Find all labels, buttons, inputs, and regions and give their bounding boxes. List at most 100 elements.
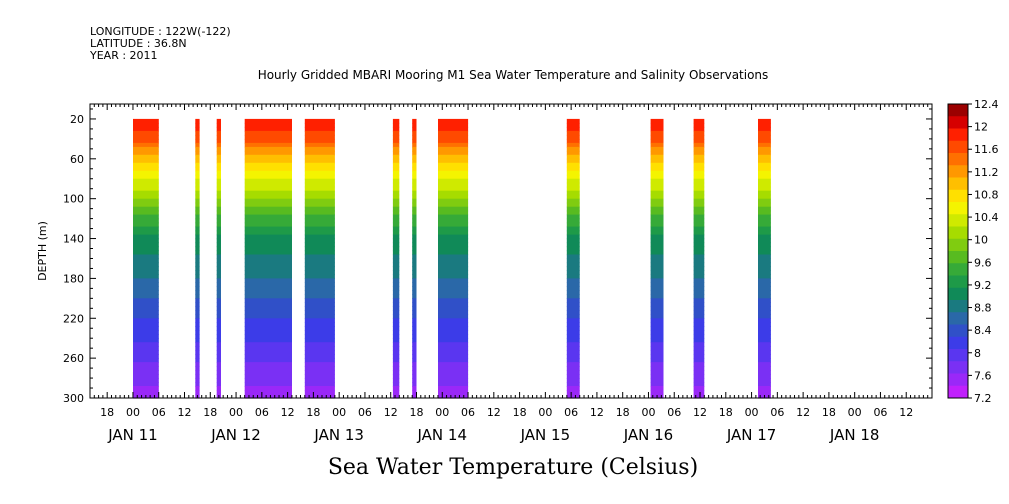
temperature-cell	[216, 334, 221, 339]
temperature-cell	[650, 262, 664, 268]
temperature-cell	[693, 314, 705, 319]
temperature-cell	[758, 366, 771, 371]
temperature-cell	[566, 142, 580, 148]
temperature-cell	[216, 346, 221, 351]
temperature-cell	[392, 130, 400, 136]
temperature-cell	[650, 142, 664, 148]
temperature-cell	[244, 342, 292, 347]
temperature-cell	[244, 202, 292, 208]
temperature-cell	[195, 134, 200, 140]
temperature-cell	[304, 302, 335, 307]
temperature-cell	[758, 234, 771, 240]
temperature-cell	[758, 150, 771, 156]
temperature-cell	[216, 194, 221, 200]
temperature-cell	[438, 294, 469, 299]
temperature-cell	[693, 378, 705, 383]
temperature-cell	[438, 338, 469, 343]
temperature-cell	[392, 202, 400, 208]
temperature-cell	[195, 254, 200, 260]
temperature-cell	[650, 182, 664, 188]
temperature-cell	[244, 286, 292, 291]
temperature-cell	[133, 214, 159, 220]
temperature-cell	[216, 374, 221, 379]
temperature-cell	[244, 382, 292, 387]
temperature-cell	[392, 138, 400, 144]
temperature-cell	[392, 370, 400, 375]
temperature-cell	[758, 194, 771, 200]
chart-title: Hourly Gridded MBARI Mooring M1 Sea Wate…	[258, 68, 769, 82]
temperature-cell	[438, 190, 469, 196]
temperature-cell	[195, 302, 200, 307]
temperature-cell	[693, 206, 705, 212]
temperature-cell	[244, 250, 292, 256]
temperature-cell	[133, 370, 159, 375]
temperature-cell	[133, 306, 159, 311]
temperature-cell	[758, 310, 771, 315]
temperature-cell	[195, 358, 200, 363]
temperature-cell	[392, 122, 400, 128]
colorbar: 12.4 12 11.6 11.2 10.8 10.4 10 9.6 9.2 8.8 8.4 8 7.6…	[947, 98, 999, 405]
temperature-cell	[244, 326, 292, 331]
colorbar-swatch	[948, 287, 968, 301]
temperature-cell	[758, 242, 771, 248]
temperature-cell	[216, 386, 221, 391]
x-hour-tick-label: 18	[719, 406, 733, 419]
temperature-cell	[133, 362, 159, 367]
temperature-cell	[133, 318, 159, 323]
temperature-cell	[133, 302, 159, 307]
temperature-cell	[412, 218, 417, 224]
temperature-cell	[650, 378, 664, 383]
temperature-cell	[693, 390, 705, 395]
temperature-cell	[412, 278, 417, 283]
y-tick-label: 260	[63, 352, 84, 365]
temperature-cell	[304, 390, 335, 395]
y-tick-label: 300	[63, 392, 84, 405]
temperature-cell	[412, 386, 417, 391]
temperature-cell	[244, 214, 292, 220]
temperature-cell	[244, 234, 292, 240]
temperature-cell	[133, 166, 159, 172]
temperature-cell	[650, 382, 664, 387]
temperature-cell	[758, 178, 771, 184]
temperature-cell	[392, 266, 400, 271]
temperature-cell	[392, 378, 400, 383]
temperature-cell	[216, 294, 221, 299]
temperature-cell	[438, 262, 469, 268]
temperature-cell	[304, 246, 335, 252]
temperature-cell	[412, 330, 417, 335]
temperature-cell	[216, 314, 221, 319]
temperature-cell	[244, 170, 292, 176]
temperature-cell	[412, 314, 417, 319]
temperature-cell	[216, 278, 221, 283]
temperature-cell	[133, 254, 159, 260]
temperature-cell	[758, 298, 771, 303]
temperature-cell	[758, 226, 771, 232]
temperature-cell	[133, 130, 159, 136]
temperature-cell	[216, 250, 221, 256]
temperature-cell	[195, 346, 200, 351]
temperature-cell	[566, 366, 580, 371]
temperature-cell	[438, 130, 469, 136]
temperature-cell	[392, 178, 400, 184]
temperature-cell	[693, 374, 705, 379]
temperature-cell	[438, 226, 469, 232]
temperature-cell	[650, 390, 664, 395]
temperature-cell	[758, 230, 771, 236]
temperature-cell	[566, 258, 580, 264]
temperature-cell	[438, 362, 469, 367]
temperature-cell	[195, 138, 200, 144]
temperature-cell	[304, 342, 335, 347]
x-hour-tick-label: 12	[487, 406, 501, 419]
x-day-label: JAN 17	[726, 426, 777, 444]
temperature-cell	[693, 122, 705, 128]
x-day-label: JAN 14	[417, 426, 468, 444]
temperature-cell	[438, 238, 469, 244]
temperature-cell	[566, 206, 580, 212]
x-axis: 18 00 06 12 18 00 06 12 18 00 06 12 18 00 06 12 18 00 06 12…	[89, 104, 933, 444]
temperature-cell	[693, 258, 705, 264]
temperature-cell	[412, 246, 417, 252]
temperature-cell	[693, 174, 705, 180]
temperature-cell	[438, 174, 469, 180]
temperature-cell	[693, 362, 705, 367]
temperature-cell	[195, 174, 200, 180]
